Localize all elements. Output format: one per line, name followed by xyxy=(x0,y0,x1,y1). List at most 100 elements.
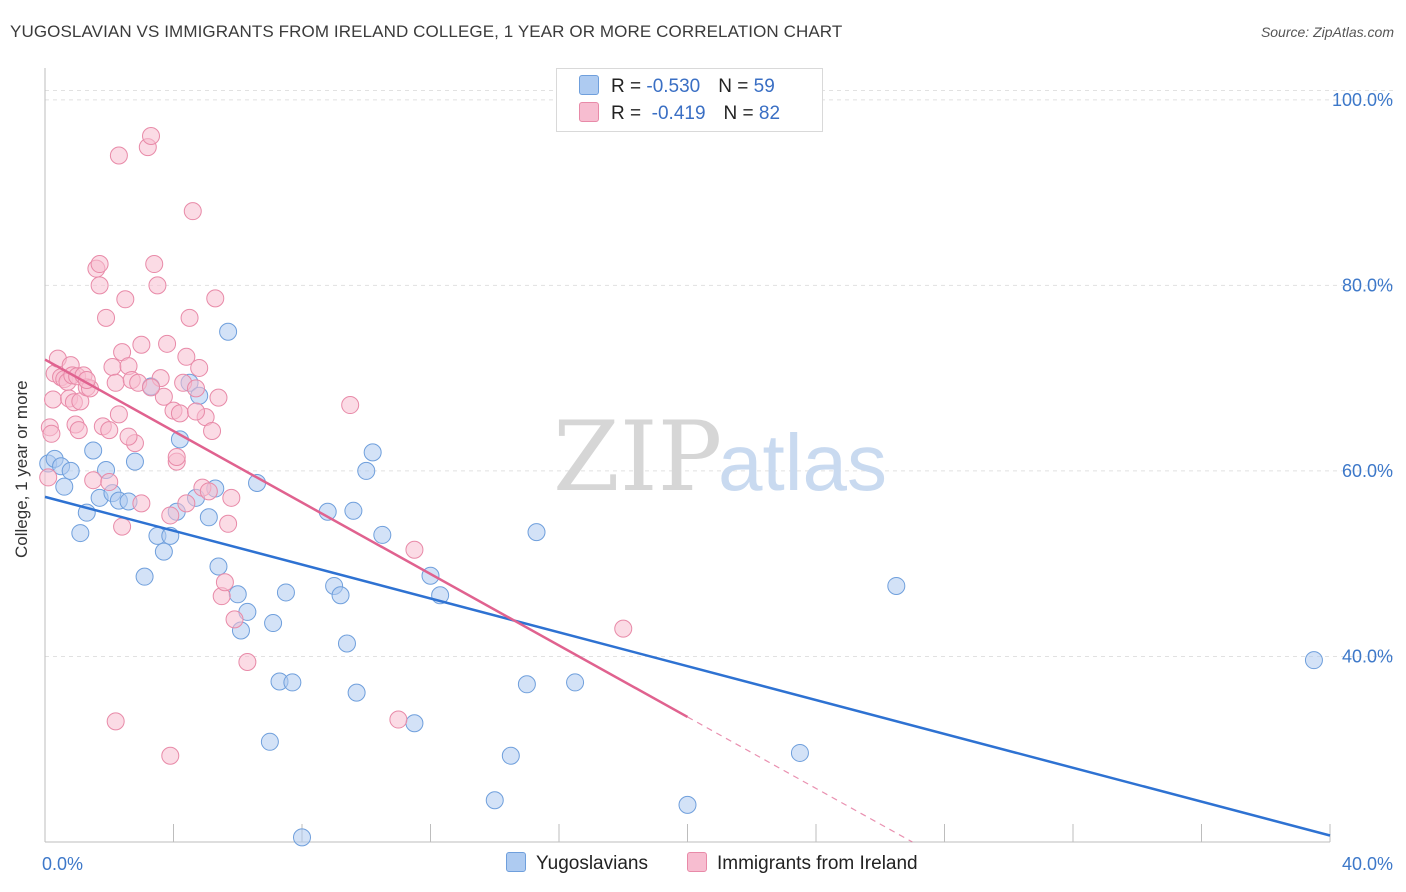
point-yugoslavians xyxy=(344,501,363,520)
point-yugoslavians xyxy=(485,791,504,810)
point-yugoslavians xyxy=(264,614,283,633)
point-ireland xyxy=(203,422,222,441)
point-ireland xyxy=(177,494,196,513)
legend-r-label: R = xyxy=(611,76,647,97)
point-ireland xyxy=(106,712,125,731)
correlation-legend: R = -0.530 N = 59 R = -0.419 N = 82 xyxy=(556,68,823,132)
point-ireland xyxy=(84,471,103,490)
point-yugoslavians xyxy=(125,452,144,471)
point-ireland xyxy=(142,127,161,146)
point-ireland xyxy=(132,494,151,513)
x-tick-label: 0.0% xyxy=(42,854,83,874)
gridlines xyxy=(45,90,1395,657)
point-yugoslavians xyxy=(71,524,90,543)
point-yugoslavians xyxy=(337,634,356,653)
trend-line-ireland-extension xyxy=(687,716,913,843)
point-ireland xyxy=(167,448,186,466)
y-tick-labels: 40.0% 60.0% 80.0% 100.0% xyxy=(1332,90,1393,667)
point-yugoslavians xyxy=(276,583,295,602)
point-yugoslavians xyxy=(61,461,80,480)
point-yugoslavians xyxy=(1304,651,1323,670)
point-ireland xyxy=(222,488,241,507)
bottom-legend-swatch-blue xyxy=(506,852,526,872)
point-yugoslavians xyxy=(678,795,697,814)
point-ireland xyxy=(614,619,633,638)
point-yugoslavians xyxy=(209,557,228,576)
source-label: Source: ZipAtlas.com xyxy=(1260,24,1394,40)
y-tick-label: 80.0% xyxy=(1342,275,1393,295)
point-ireland xyxy=(199,482,218,501)
point-ireland xyxy=(215,573,234,592)
point-ireland xyxy=(341,396,360,415)
point-ireland xyxy=(405,540,424,559)
point-yugoslavians xyxy=(154,542,173,561)
point-yugoslavians xyxy=(219,322,238,341)
point-ireland xyxy=(170,404,189,423)
bottom-legend-label: Immigrants from Ireland xyxy=(717,853,918,874)
point-yugoslavians xyxy=(260,732,279,751)
y-tick-label: 100.0% xyxy=(1332,90,1393,110)
point-ireland xyxy=(206,289,225,308)
y-axis-label: College, 1 year or more xyxy=(12,380,31,558)
watermark-zip: ZIP xyxy=(553,401,722,513)
point-yugoslavians xyxy=(517,675,536,694)
point-ireland xyxy=(100,473,119,492)
y-tick-label: 60.0% xyxy=(1342,461,1393,481)
point-ireland xyxy=(106,373,125,392)
legend-row-ireland: R = -0.419 N = 82 xyxy=(579,102,780,126)
point-ireland xyxy=(186,402,205,421)
point-ireland xyxy=(161,506,180,525)
point-yugoslavians xyxy=(283,673,302,692)
point-yugoslavians xyxy=(501,746,520,765)
legend-n-label: N = xyxy=(718,76,754,97)
point-ireland xyxy=(180,308,199,327)
point-ireland xyxy=(389,710,408,729)
bottom-legend-swatch-pink xyxy=(687,852,707,872)
chart-title: YUGOSLAVIAN VS IMMIGRANTS FROM IRELAND C… xyxy=(10,22,843,41)
y-tick-label: 40.0% xyxy=(1342,646,1393,666)
legend-n-value: 82 xyxy=(758,103,781,124)
point-ireland xyxy=(190,358,209,377)
point-ireland xyxy=(109,405,128,424)
legend-n-value: 59 xyxy=(753,76,775,97)
point-yugoslavians xyxy=(293,828,311,847)
point-ireland xyxy=(69,421,88,440)
point-yugoslavians xyxy=(357,461,376,480)
point-yugoslavians xyxy=(199,508,218,527)
legend-r-value: -0.419 xyxy=(646,103,706,124)
point-ireland xyxy=(113,517,132,536)
axes xyxy=(44,68,1331,843)
scatter-points xyxy=(39,127,1323,847)
point-yugoslavians xyxy=(790,743,809,762)
point-ireland xyxy=(116,290,135,309)
point-ireland xyxy=(225,610,244,629)
bottom-legend-label: Yugoslavians xyxy=(536,853,648,874)
point-ireland xyxy=(142,378,161,397)
legend-swatch-blue xyxy=(579,75,599,95)
point-ireland xyxy=(183,202,202,221)
point-ireland xyxy=(219,514,238,533)
point-ireland xyxy=(186,379,205,398)
point-yugoslavians xyxy=(527,523,546,542)
point-ireland xyxy=(209,388,228,407)
point-ireland xyxy=(154,387,173,406)
trend-line-ireland xyxy=(44,358,689,719)
point-ireland xyxy=(132,335,151,354)
point-yugoslavians xyxy=(55,477,74,496)
point-yugoslavians xyxy=(331,586,350,605)
point-ireland xyxy=(148,276,167,295)
watermark-atlas: atlas xyxy=(718,418,887,507)
point-yugoslavians xyxy=(566,673,585,692)
bottom-legend-yugoslavians: Yugoslavians xyxy=(506,852,648,875)
legend-swatch-pink xyxy=(579,102,599,122)
point-ireland xyxy=(42,424,61,443)
point-ireland xyxy=(161,746,180,765)
point-ireland xyxy=(100,421,119,440)
point-yugoslavians xyxy=(363,443,382,462)
point-ireland xyxy=(177,347,196,366)
point-ireland xyxy=(44,390,63,409)
x-tick-label: 40.0% xyxy=(1342,854,1393,874)
point-yugoslavians xyxy=(135,567,154,586)
point-yugoslavians xyxy=(84,441,103,460)
